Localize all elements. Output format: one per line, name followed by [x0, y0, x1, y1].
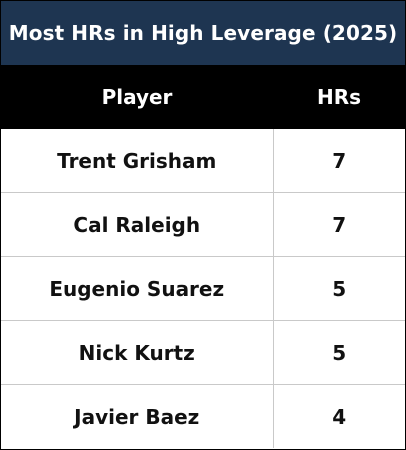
player-name-cell: Eugenio Suarez — [1, 256, 273, 321]
hr-count-cell: 5 — [272, 320, 405, 385]
table-row: Trent Grisham 7 — [1, 129, 405, 193]
hr-count-cell: 7 — [272, 192, 405, 257]
player-name-cell: Nick Kurtz — [1, 320, 273, 385]
player-name-cell: Javier Baez — [1, 384, 273, 448]
hr-count-cell: 4 — [272, 384, 405, 448]
column-header-player: Player — [1, 65, 273, 129]
hr-count-cell: 5 — [272, 256, 405, 321]
hr-leaderboard-table: Player HRs Trent Grisham 7 Cal Raleigh 7… — [1, 65, 405, 448]
table-title: Most HRs in High Leverage (2025) — [1, 1, 405, 65]
header-row: Player HRs — [1, 65, 405, 129]
player-name-cell: Cal Raleigh — [1, 192, 273, 257]
table-row: Cal Raleigh 7 — [1, 192, 405, 257]
hr-count-cell: 7 — [272, 129, 405, 193]
table-row: Javier Baez 4 — [1, 384, 405, 448]
table-row: Eugenio Suarez 5 — [1, 256, 405, 321]
player-name-cell: Trent Grisham — [57, 148, 217, 173]
table-row: Nick Kurtz 5 — [1, 320, 405, 385]
column-header-hrs: HRs — [273, 65, 405, 129]
